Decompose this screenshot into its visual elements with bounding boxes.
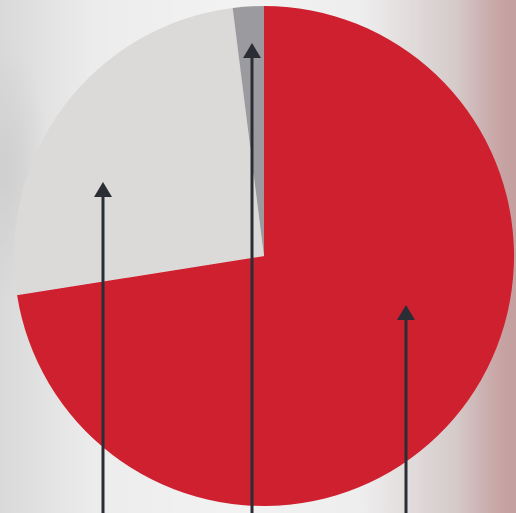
pointer-arrow-slice-3 [243, 43, 261, 513]
pie-slice-1 [17, 6, 515, 507]
pointer-arrow-slice-1 [397, 305, 415, 513]
pie-slice-2 [14, 7, 264, 296]
pie-slice-3 [232, 6, 264, 256]
pointer-arrow-slice-2 [94, 182, 112, 513]
